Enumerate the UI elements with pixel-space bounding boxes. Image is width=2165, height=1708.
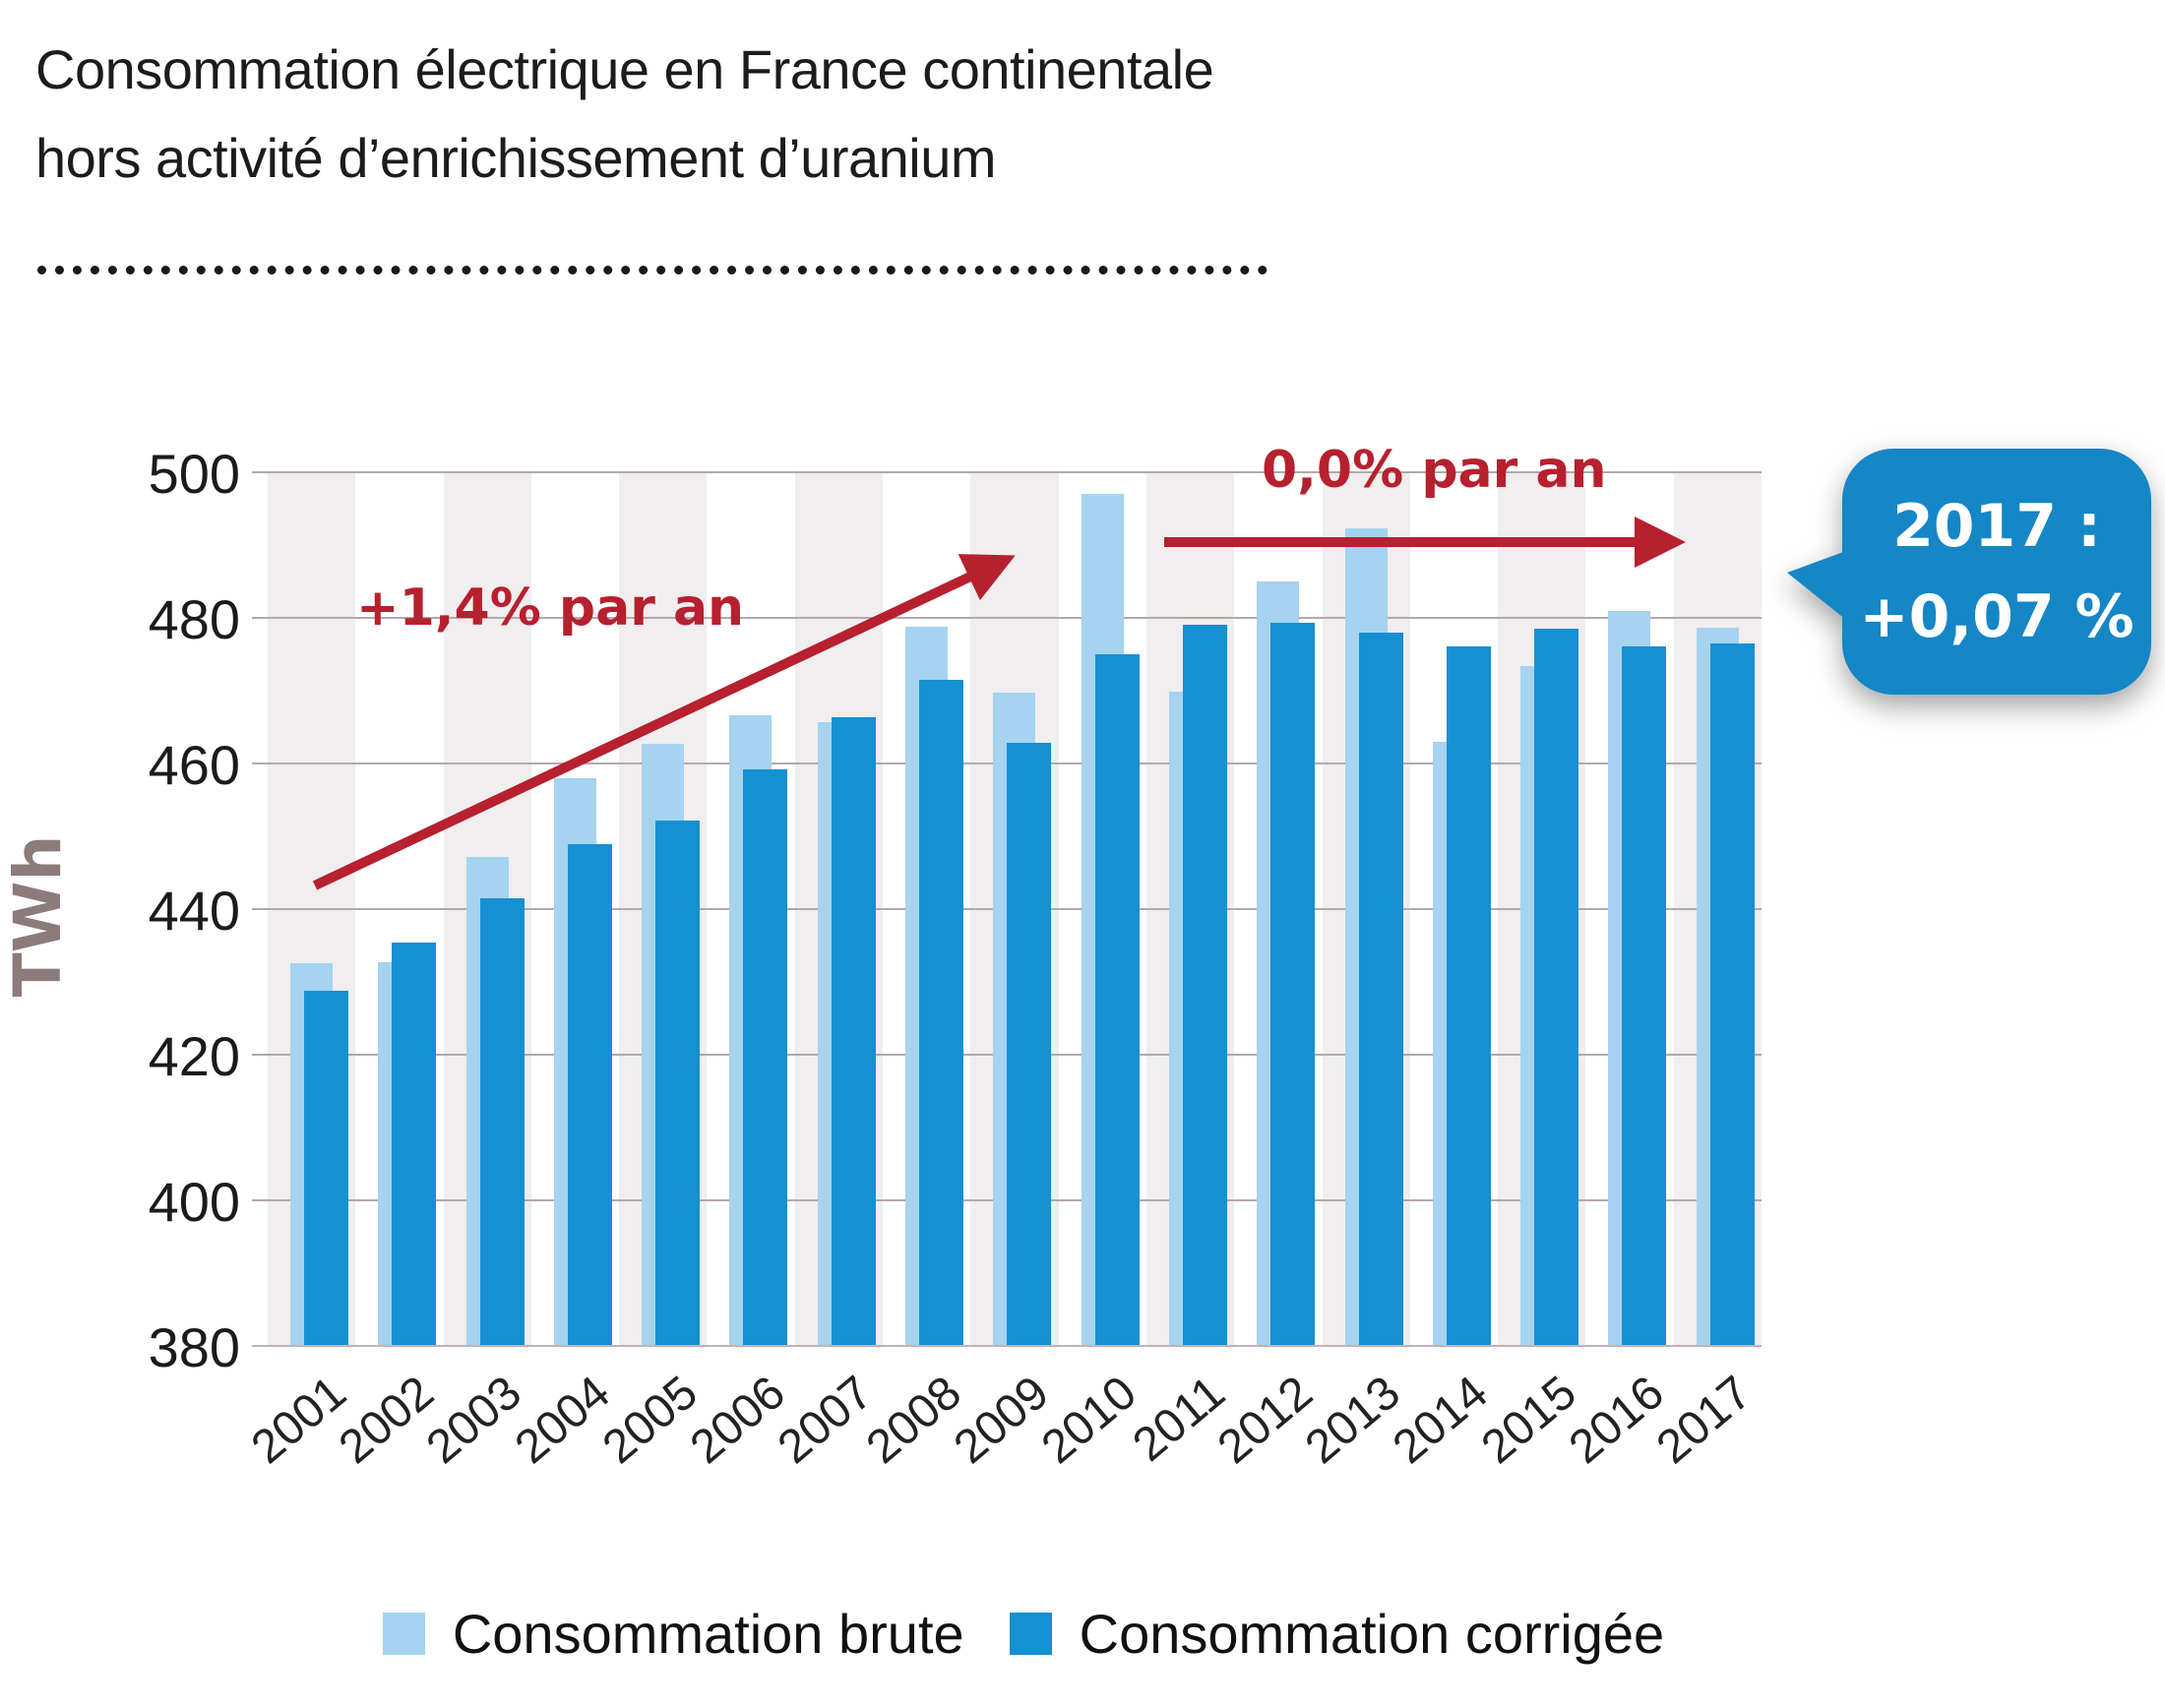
chart-title: Consommation électrique en France contin…	[35, 26, 1214, 203]
gridline-480	[252, 617, 1762, 619]
chart-title-line1: Consommation électrique en France contin…	[35, 38, 1214, 100]
y-tick-label-420: 420	[148, 1025, 240, 1087]
bar-corrigee-2008	[919, 679, 964, 1345]
bar-corrigee-2014	[1446, 645, 1491, 1345]
y-tick-label-500: 500	[148, 443, 240, 505]
bar-corrigee-2015	[1534, 628, 1579, 1345]
y-tick-label-480: 480	[148, 588, 240, 650]
bar-corrigee-2006	[743, 768, 788, 1345]
growth-annotation: +1,4% par an	[356, 579, 745, 638]
y-tick-label-400: 400	[148, 1171, 240, 1233]
y-tick-label-440: 440	[148, 880, 240, 942]
bar-corrigee-2016	[1622, 646, 1667, 1345]
bar-corrigee-2011	[1182, 625, 1227, 1345]
bar-corrigee-2004	[567, 843, 612, 1345]
bar-corrigee-2012	[1270, 622, 1316, 1345]
bar-corrigee-2017	[1709, 643, 1755, 1345]
flat-annotation: 0,0% par an	[1262, 441, 1607, 500]
gridline-500	[252, 471, 1762, 473]
callout-year: 2017 :	[1892, 492, 2101, 561]
bar-corrigee-2001	[304, 991, 348, 1345]
corrigee-swatch-icon	[1009, 1613, 1052, 1655]
chart-title-line2: hors activité d’enrichissement d’uranium	[35, 127, 997, 189]
bar-corrigee-2005	[655, 821, 701, 1345]
legend: Consommation brute Consommation corrigée	[0, 1602, 2106, 1666]
callout-tail	[1787, 551, 1846, 620]
brute-swatch-icon	[382, 1613, 425, 1655]
bar-corrigee-2010	[1094, 653, 1140, 1345]
callout-change: +0,07 %	[1859, 582, 2134, 651]
bar-corrigee-2009	[1007, 743, 1052, 1345]
legend-label-corrigee: Consommation corrigée	[1079, 1603, 1665, 1665]
y-tick-label-380: 380	[148, 1316, 240, 1378]
legend-item-corrigee: Consommation corrigée	[1009, 1602, 1665, 1666]
callout-bubble: 2017 : +0,07 %	[1842, 449, 2151, 695]
bar-corrigee-2007	[831, 717, 876, 1345]
dotted-divider	[37, 187, 1268, 274]
bar-corrigee-2002	[392, 942, 437, 1345]
legend-label-brute: Consommation brute	[452, 1603, 964, 1665]
y-axis-unit-label: TWh	[0, 834, 76, 998]
legend-item-brute: Consommation brute	[382, 1602, 964, 1666]
callout-2017: 2017 : +0,07 %	[1787, 449, 2151, 695]
bar-corrigee-2003	[479, 898, 525, 1345]
bar-corrigee-2013	[1358, 632, 1403, 1345]
gridline-380	[252, 1345, 1762, 1347]
y-tick-label-460: 460	[148, 734, 240, 796]
